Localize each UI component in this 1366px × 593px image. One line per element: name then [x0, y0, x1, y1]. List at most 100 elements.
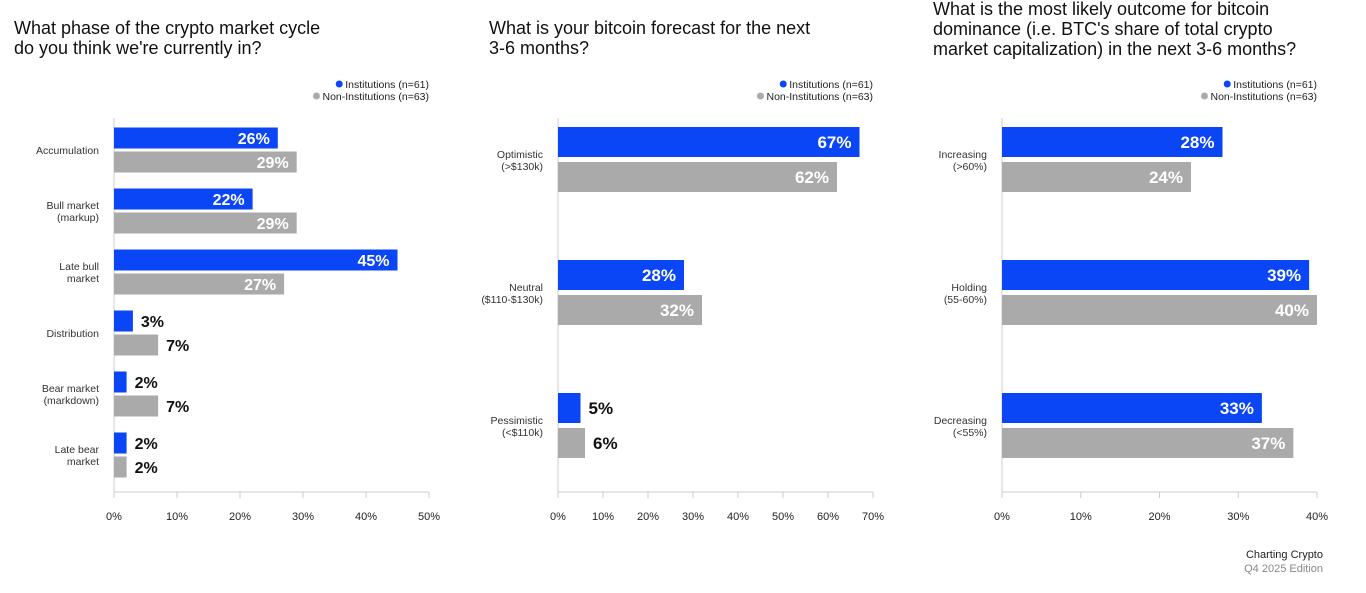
category-label: Bull market [46, 200, 99, 212]
data-label: 28% [1180, 133, 1214, 152]
category-label: (<$110k) [502, 427, 543, 439]
legend-marker [756, 92, 764, 100]
x-tick-label: 0% [106, 511, 122, 523]
category-label: Bear market [42, 383, 99, 395]
category-label: (>$130k) [501, 161, 543, 173]
x-tick-label: 20% [637, 511, 659, 523]
data-label: 24% [1149, 168, 1183, 187]
data-label: 39% [1267, 266, 1301, 285]
x-tick-label: 10% [166, 511, 188, 523]
x-tick-label: 60% [817, 511, 839, 523]
data-label: 2% [135, 460, 158, 477]
category-label: Optimistic [497, 149, 543, 161]
category-label: (markup) [57, 212, 99, 224]
data-label: 28% [642, 266, 676, 285]
chart-3-title: What is the most likely outcome for bitc… [933, 0, 1297, 59]
category-label: (<55%) [953, 427, 987, 439]
category-label: Late bear [55, 444, 100, 456]
data-label: 37% [1251, 434, 1285, 453]
x-tick-label: 30% [1227, 511, 1249, 523]
data-label: 6% [593, 434, 618, 453]
bar-institutions [114, 249, 398, 271]
legend-marker [335, 80, 343, 88]
data-label: 40% [1275, 301, 1309, 320]
category-label: (markdown) [44, 395, 99, 407]
data-label: 22% [213, 192, 245, 209]
x-tick-label: 20% [1148, 511, 1170, 523]
bar-non-institutions [1002, 428, 1294, 458]
category-label: Pessimistic [490, 415, 543, 427]
x-tick-label: 10% [1070, 511, 1092, 523]
x-tick-label: 10% [592, 511, 614, 523]
category-label: Accumulation [36, 145, 99, 157]
category-label: (>60%) [953, 161, 987, 173]
data-label: 26% [238, 131, 270, 148]
legend-label: Non-Institutions (n=63) [322, 91, 429, 103]
data-label: 45% [357, 253, 389, 270]
bar-institutions [1002, 393, 1262, 423]
x-tick-label: 40% [1306, 511, 1328, 523]
category-label: Holding [951, 282, 987, 294]
bar-institutions [558, 260, 684, 290]
data-label: 7% [166, 399, 189, 416]
data-label: 5% [589, 399, 614, 418]
bar-institutions [114, 127, 278, 149]
bar-non-institutions [114, 151, 297, 173]
x-tick-label: 30% [292, 511, 314, 523]
bar-non-institutions [1002, 295, 1317, 325]
data-label: 2% [135, 436, 158, 453]
legend-marker [312, 92, 320, 100]
x-tick-label: 50% [772, 511, 794, 523]
bar-institutions [114, 188, 253, 210]
bar-non-institutions [114, 395, 159, 417]
bar-non-institutions [114, 456, 127, 478]
legend-label: Institutions (n=61) [345, 79, 429, 91]
data-label: 67% [817, 133, 851, 152]
data-label: 33% [1220, 399, 1254, 418]
chart-2-title: What is your bitcoin forecast for the ne… [489, 18, 811, 58]
x-tick-label: 40% [727, 511, 749, 523]
footer-edition: Q4 2025 Edition [1244, 563, 1323, 575]
category-label: market [67, 456, 99, 468]
x-tick-label: 30% [682, 511, 704, 523]
data-label: 7% [166, 338, 189, 355]
bar-institutions [558, 393, 581, 423]
x-tick-label: 0% [550, 511, 566, 523]
chart-1-title: What phase of the crypto market cycle do… [14, 18, 321, 58]
legend-label: Non-Institutions (n=63) [766, 91, 873, 103]
category-label: Distribution [46, 328, 99, 340]
category-label: Increasing [939, 149, 988, 161]
bar-institutions [114, 371, 127, 393]
bar-non-institutions [114, 212, 297, 234]
data-label: 29% [257, 216, 289, 233]
footer-brand: Charting Crypto [1245, 549, 1323, 561]
data-label: 2% [135, 375, 158, 392]
bar-non-institutions [558, 295, 702, 325]
category-label: market [67, 273, 99, 285]
x-tick-label: 0% [994, 511, 1010, 523]
legend-marker [1200, 92, 1208, 100]
bar-institutions [114, 432, 127, 454]
x-tick-label: 40% [355, 511, 377, 523]
legend-marker [779, 80, 787, 88]
data-label: 27% [244, 277, 276, 294]
legend-label: Institutions (n=61) [789, 79, 873, 91]
legend-marker [1223, 80, 1231, 88]
bar-non-institutions [558, 162, 837, 192]
x-tick-label: 70% [862, 511, 884, 523]
category-label: Decreasing [934, 415, 987, 427]
legend-label: Non-Institutions (n=63) [1210, 91, 1317, 103]
bar-non-institutions [1002, 162, 1191, 192]
data-label: 62% [795, 168, 829, 187]
bar-institutions [1002, 127, 1223, 157]
category-label: Late bull [59, 261, 99, 273]
bar-non-institutions [558, 428, 585, 458]
bar-institutions [1002, 260, 1310, 290]
category-label: ($110-$130k) [481, 294, 543, 306]
legend-label: Institutions (n=61) [1233, 79, 1317, 91]
data-label: 29% [257, 155, 289, 172]
data-label: 32% [660, 301, 694, 320]
category-label: Neutral [509, 282, 543, 294]
bar-non-institutions [114, 273, 285, 295]
